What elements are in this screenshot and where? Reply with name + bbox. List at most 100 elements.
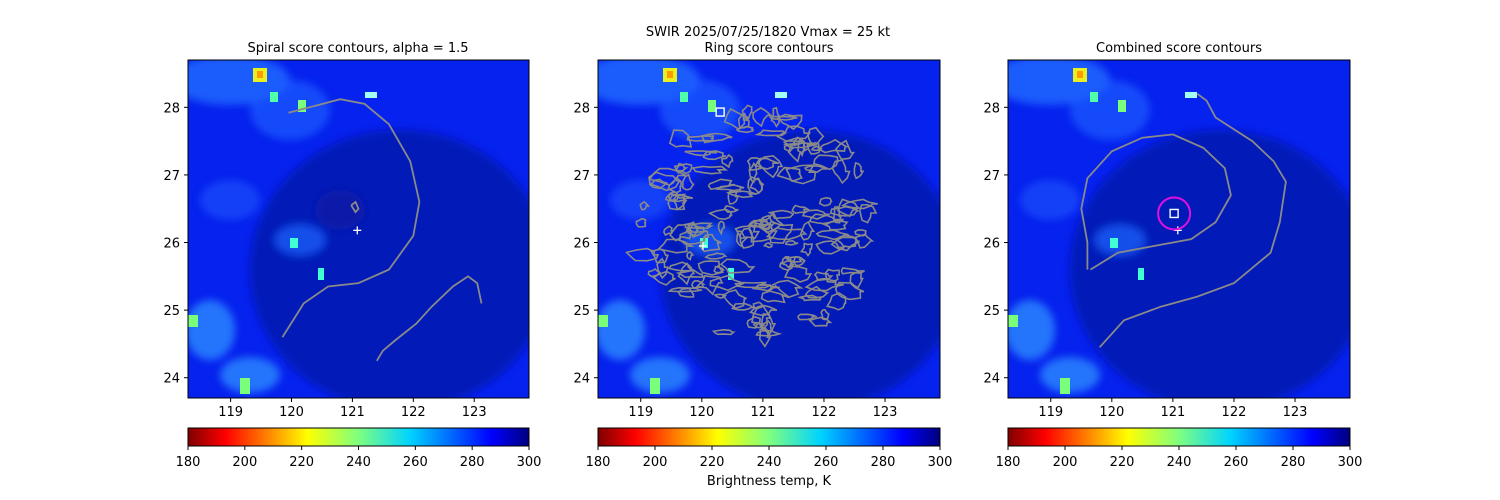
ring-contour	[783, 265, 813, 283]
ring-contour	[648, 171, 682, 192]
ring-contour	[784, 239, 799, 246]
ring-contour	[737, 112, 750, 129]
panel-title: Spiral score contours, alpha = 1.5	[247, 41, 468, 56]
ring-contour	[782, 140, 805, 147]
x-tick-label: 119	[218, 405, 243, 420]
x-tick-label: 120	[689, 405, 714, 420]
ring-contour	[709, 274, 745, 292]
ring-contour	[752, 106, 774, 128]
panel-spiral: Spiral score contours, alpha = 1.5	[163, 41, 541, 470]
ring-contour	[698, 233, 722, 253]
contours	[1080, 93, 1287, 348]
ring-contour	[656, 238, 695, 254]
ring-contour	[825, 292, 847, 311]
contour-line	[1080, 133, 1232, 271]
ring-contour	[664, 193, 694, 203]
ring-contour	[656, 257, 669, 280]
ring-contour	[768, 115, 798, 121]
ring-contour	[686, 135, 716, 142]
ring-contour	[778, 259, 795, 271]
ring-contour	[781, 255, 795, 269]
markers	[699, 107, 725, 250]
ring-contour	[754, 157, 780, 170]
colorbar-tick-label: 180	[176, 455, 201, 470]
ring-contour	[719, 258, 756, 274]
ring-contour	[675, 269, 705, 279]
y-tick-label: 24	[983, 372, 1000, 387]
y-ticks: 24 25 26 27 28	[163, 101, 188, 387]
ring-contour	[793, 255, 807, 267]
colorbar-tick-label: 180	[586, 455, 611, 470]
x-tick-label: 119	[628, 405, 653, 420]
y-tick-label: 28	[573, 101, 590, 116]
ring-contour	[754, 129, 788, 137]
contours	[281, 98, 483, 362]
colorbar-tick-label: 200	[232, 455, 257, 470]
ring-contour	[691, 280, 706, 289]
ring-contour	[806, 141, 822, 155]
y-tick-label: 25	[983, 304, 1000, 319]
ring-contour	[669, 222, 693, 242]
y-tick-label: 26	[163, 237, 180, 252]
ring-contour	[854, 233, 875, 249]
x-tick-label: 122	[401, 405, 426, 420]
colorbar-tick-label: 280	[460, 455, 485, 470]
colorbar-tick-label: 260	[814, 455, 839, 470]
ring-contour	[801, 209, 830, 220]
contour-line	[1098, 93, 1287, 348]
x-tick-label: 121	[1160, 405, 1185, 420]
ring-contour	[808, 316, 833, 327]
ring-contour	[686, 250, 695, 261]
ring-contour	[650, 270, 676, 286]
figure-suptitle: SWIR 2025/07/25/1820 Vmax = 25 kt	[646, 25, 890, 40]
ring-contour	[834, 281, 865, 301]
center-plus-marker	[699, 241, 708, 250]
ring-contour	[663, 225, 674, 237]
ring-contour	[820, 308, 830, 321]
ring-contour	[762, 242, 773, 249]
ring-contour	[691, 165, 729, 175]
ring-contour	[689, 223, 707, 238]
y-tick-label: 24	[163, 372, 180, 387]
axes-frame	[597, 59, 941, 399]
ring-contour	[815, 240, 845, 255]
y-tick-label: 27	[983, 169, 1000, 184]
x-ticks: 119 120 121 122 123	[1038, 398, 1307, 420]
y-tick-label: 28	[163, 101, 180, 116]
ring-contour	[815, 229, 849, 241]
y-tick-label: 25	[573, 304, 590, 319]
ring-contour	[635, 217, 647, 228]
y-tick-label: 28	[983, 101, 1000, 116]
panel-title: Ring score contours	[704, 41, 833, 56]
ring-contour	[667, 286, 703, 293]
y-tick-label: 27	[573, 169, 590, 184]
markers	[1157, 196, 1192, 235]
ring-contour	[639, 200, 651, 211]
colorbar-tick-label: 280	[871, 455, 896, 470]
colorbar-label: Brightness temp, K	[707, 474, 832, 489]
ring-contour	[803, 164, 828, 174]
ring-contour	[818, 196, 833, 207]
ring-contour	[707, 208, 734, 221]
ring-contour	[804, 278, 844, 292]
ring-contour	[834, 139, 856, 160]
x-tick-label: 120	[1099, 405, 1124, 420]
ring-contour	[808, 213, 844, 225]
ring-contour	[681, 173, 695, 191]
ring-contour	[711, 328, 736, 336]
ring-contour	[722, 289, 747, 310]
y-tick-label: 24	[573, 372, 590, 387]
colorbar: 180 200 220 240 260 280 300	[996, 427, 1362, 470]
x-tick-label: 123	[873, 405, 898, 420]
markers	[353, 226, 362, 235]
panel-title: Combined score contours	[1096, 41, 1262, 56]
ring-contour	[761, 320, 773, 336]
colorbar-tick-label: 220	[700, 455, 725, 470]
ring-contour	[832, 205, 842, 224]
ring-contour	[840, 198, 878, 210]
ring-contour	[785, 164, 817, 185]
ring-contour	[739, 227, 755, 249]
ring-contour	[648, 178, 668, 190]
ring-contour	[747, 219, 771, 229]
panel-ring: Ring score contours 119 1	[573, 41, 952, 489]
